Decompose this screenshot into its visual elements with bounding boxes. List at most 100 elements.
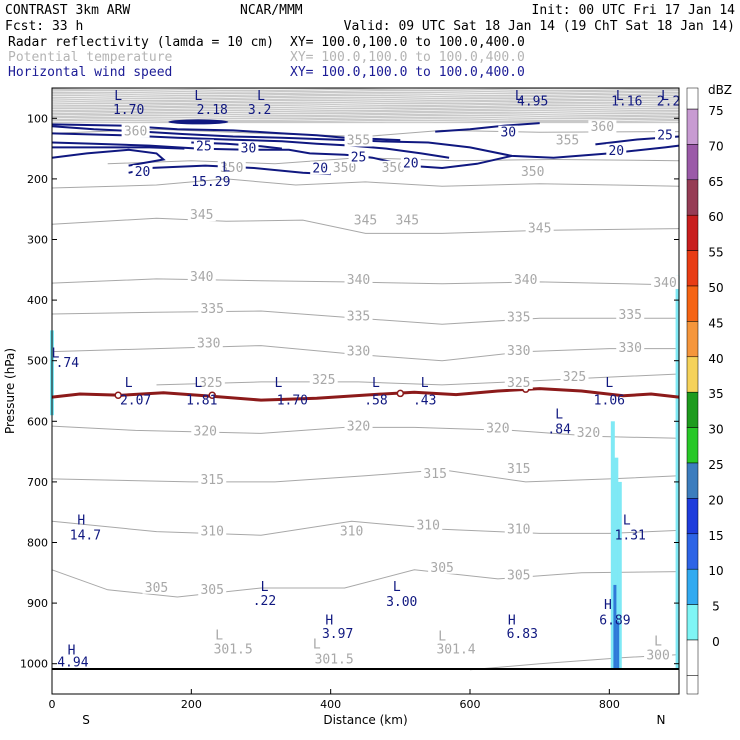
theta-label-bg	[194, 336, 223, 350]
wind-label: 25	[196, 140, 212, 155]
y-tick-label: 200	[27, 173, 48, 186]
colorbar-label: 20	[708, 493, 723, 507]
wind-label-bg	[655, 128, 676, 142]
wind-label-bg	[400, 156, 421, 170]
isotach-25-line	[52, 146, 185, 150]
wind-label-bg	[606, 143, 627, 157]
wind-label: 25	[351, 151, 367, 166]
extremum-label: L	[393, 580, 401, 595]
y-tick-label: 800	[27, 537, 48, 550]
extremum-label: L	[616, 89, 624, 104]
theta-label-bg	[351, 213, 380, 227]
extremum-label: 4.94	[57, 656, 88, 671]
wind-label: 20	[312, 161, 328, 176]
y-tick-label: 1000	[20, 658, 48, 671]
theta-label: 345	[396, 214, 419, 229]
theta-label: 305	[430, 561, 453, 576]
wind-label-bg	[193, 139, 214, 153]
theta-label: 310	[340, 524, 363, 539]
theta-label-bg	[337, 524, 366, 538]
theta-label-bg	[504, 568, 533, 582]
theta-label: 345	[354, 214, 377, 229]
theta-label-bg	[651, 275, 680, 289]
reflectivity-streak	[614, 457, 619, 670]
theta-label: 305	[507, 569, 530, 584]
theta-label-bg	[344, 309, 373, 323]
extremum-label: L	[275, 376, 283, 391]
stratosphere-isentrope	[51, 101, 680, 105]
theta-label: 315	[200, 473, 223, 488]
theta-305-line	[51, 569, 680, 598]
extremum-label: L	[125, 376, 133, 391]
theta-label: 310	[507, 523, 530, 538]
theta-label: 335	[618, 308, 641, 323]
theta-label: 330	[347, 344, 370, 359]
stratosphere-isentrope	[51, 113, 680, 118]
theta-label-bg	[511, 272, 540, 286]
extremum-label: 1.81	[186, 393, 217, 408]
theta-label-bg	[142, 580, 171, 594]
init-time: Init: 00 UTC Fri 17 Jan 14	[532, 3, 736, 18]
colorbar-label: 75	[708, 104, 723, 118]
extremum-label: 6.83	[507, 627, 538, 642]
theta-label-bg	[644, 648, 673, 662]
y-tick-label: 700	[27, 476, 48, 489]
extremum-label: 3.00	[386, 595, 417, 610]
extremum-label: L	[605, 376, 613, 391]
colorbar-swatch	[686, 108, 699, 145]
x-axis-label: Distance (km)	[323, 713, 407, 727]
extremum-label: H	[68, 644, 76, 659]
theta-label: 355	[347, 134, 370, 149]
stratosphere-isentrope	[51, 108, 679, 113]
theta-350-line	[51, 178, 680, 189]
theta-label-bg	[504, 310, 533, 324]
x-tick-label: 800	[599, 698, 620, 711]
theta-label-bg	[379, 160, 408, 174]
colorbar-swatch	[686, 356, 699, 393]
theta-345-line	[51, 217, 680, 234]
theta-label: 340	[514, 273, 537, 288]
field-xy: XY= 100.0,100.0 to 100.0,400.0	[290, 35, 525, 50]
extremum-label: 1.31	[615, 528, 646, 543]
isotach-20-line	[51, 125, 680, 159]
extremum-label: 4.95	[517, 95, 548, 110]
theta-label: 320	[486, 421, 509, 436]
theta-label-bg	[121, 124, 150, 138]
theta-label: 335	[347, 309, 370, 324]
extremum-label: 15.29	[191, 175, 230, 190]
theta-label-bg	[198, 302, 227, 316]
colorbar-swatch	[686, 533, 699, 570]
valid-time: Valid: 09 UTC Sat 18 Jan 14 (19 ChT Sat …	[344, 19, 735, 34]
tropopause-marker	[396, 389, 405, 398]
extremum-label: L	[261, 580, 269, 595]
extremum-label: 14.7	[70, 528, 101, 543]
colorbar-label: 35	[708, 387, 723, 401]
theta-label: 330	[618, 341, 641, 356]
theta-325-line	[156, 373, 680, 386]
stratosphere-isentrope	[52, 106, 680, 110]
colorbar-label: 15	[708, 529, 723, 543]
theta-label-bg	[560, 369, 589, 383]
extremum-label: 2.18	[197, 103, 228, 118]
stratosphere-isentrope	[51, 93, 680, 98]
theta-label: 305	[145, 581, 168, 596]
theta-310-line	[51, 520, 680, 536]
plot-area: 350 350 350 350 345 345 345 345 340 340 340 340 335 3…	[50, 86, 681, 695]
extremum-label: H	[508, 613, 516, 628]
reflectivity-core	[613, 584, 617, 670]
theta-label-bg	[421, 466, 450, 480]
theta-label-bg	[309, 372, 338, 386]
extremum-label: L	[623, 513, 631, 528]
y-tick-label: 400	[27, 294, 48, 307]
wind-label: 20	[608, 144, 624, 159]
extremum-label: 3.97	[322, 627, 353, 642]
reflectivity-streak	[617, 481, 622, 670]
theta-label-bg	[574, 426, 603, 440]
extremum-label: L	[222, 161, 230, 176]
colorbar-swatch	[686, 498, 699, 535]
theta-label: 340	[347, 273, 370, 288]
reflectivity-streak	[675, 275, 680, 670]
theta-label: 320	[194, 424, 217, 439]
